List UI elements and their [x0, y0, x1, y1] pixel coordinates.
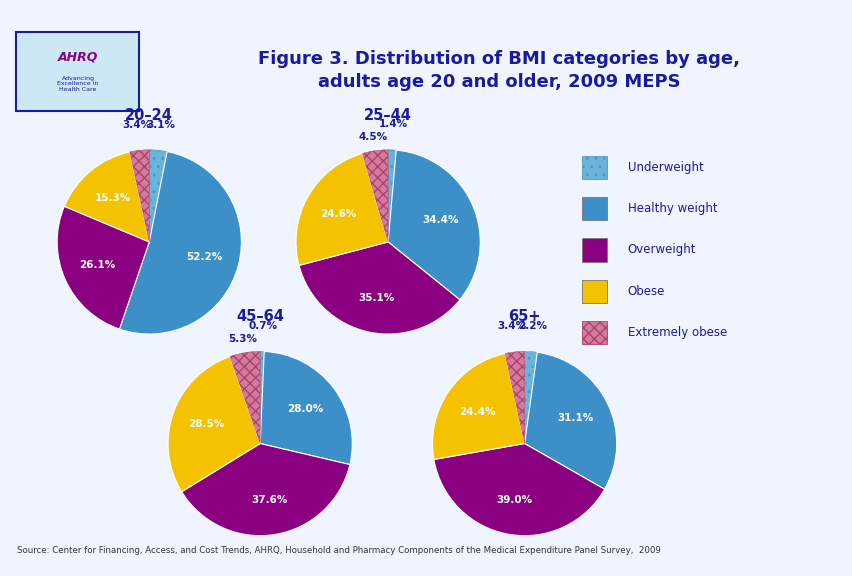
Wedge shape	[524, 351, 537, 444]
Text: 35.1%: 35.1%	[358, 293, 394, 303]
Text: AHRQ: AHRQ	[58, 51, 98, 64]
Wedge shape	[130, 150, 149, 242]
FancyBboxPatch shape	[581, 280, 607, 303]
Text: 39.0%: 39.0%	[496, 495, 532, 505]
Wedge shape	[230, 351, 260, 444]
Wedge shape	[388, 150, 480, 300]
Text: 5.3%: 5.3%	[227, 334, 256, 344]
Wedge shape	[299, 242, 459, 334]
Wedge shape	[432, 354, 524, 460]
Text: 26.1%: 26.1%	[79, 260, 115, 270]
FancyBboxPatch shape	[16, 32, 139, 111]
Text: 3.1%: 3.1%	[146, 120, 175, 130]
Text: 3.4%: 3.4%	[497, 321, 526, 331]
Wedge shape	[149, 150, 167, 242]
Wedge shape	[388, 150, 395, 242]
Text: 1.4%: 1.4%	[378, 119, 407, 129]
FancyBboxPatch shape	[581, 238, 607, 262]
Wedge shape	[524, 353, 616, 489]
Title: 25–44: 25–44	[364, 108, 412, 123]
Wedge shape	[168, 357, 260, 492]
Text: 28.5%: 28.5%	[188, 419, 224, 429]
Wedge shape	[362, 150, 388, 242]
Title: 20–24: 20–24	[125, 108, 173, 123]
Text: Obese: Obese	[627, 285, 665, 298]
Text: 3.4%: 3.4%	[122, 120, 151, 130]
Text: 15.3%: 15.3%	[95, 193, 130, 203]
Text: 37.6%: 37.6%	[250, 495, 287, 505]
Wedge shape	[57, 206, 149, 329]
Text: Advancing
Excellence in
Health Care: Advancing Excellence in Health Care	[57, 75, 99, 92]
FancyBboxPatch shape	[581, 156, 607, 179]
Text: Extremely obese: Extremely obese	[627, 327, 726, 339]
FancyBboxPatch shape	[581, 197, 607, 220]
Wedge shape	[260, 351, 264, 444]
Text: 0.7%: 0.7%	[248, 321, 277, 331]
FancyBboxPatch shape	[581, 321, 607, 344]
Text: Figure 3. Distribution of BMI categories by age,
adults age 20 and older, 2009 M: Figure 3. Distribution of BMI categories…	[257, 50, 740, 92]
Text: Underweight: Underweight	[627, 161, 703, 173]
Text: Overweight: Overweight	[627, 244, 695, 256]
Text: 24.6%: 24.6%	[320, 209, 356, 219]
Text: 4.5%: 4.5%	[358, 132, 388, 142]
Title: 65+: 65+	[508, 309, 540, 324]
Wedge shape	[64, 152, 149, 242]
Wedge shape	[260, 351, 352, 465]
Text: 28.0%: 28.0%	[287, 404, 324, 414]
Text: Source: Center for Financing, Access, and Cost Trends, AHRQ, Household and Pharm: Source: Center for Financing, Access, an…	[17, 545, 660, 555]
Text: 52.2%: 52.2%	[186, 252, 222, 262]
Text: 31.1%: 31.1%	[557, 414, 593, 423]
Wedge shape	[296, 153, 388, 266]
Wedge shape	[181, 444, 349, 536]
Text: 34.4%: 34.4%	[422, 215, 458, 225]
Wedge shape	[119, 151, 241, 334]
Text: 24.4%: 24.4%	[458, 407, 495, 416]
Title: 45–64: 45–64	[236, 309, 284, 324]
Text: Healthy weight: Healthy weight	[627, 202, 717, 215]
Wedge shape	[434, 444, 604, 536]
Text: 2.2%: 2.2%	[518, 321, 547, 331]
Wedge shape	[504, 351, 524, 444]
